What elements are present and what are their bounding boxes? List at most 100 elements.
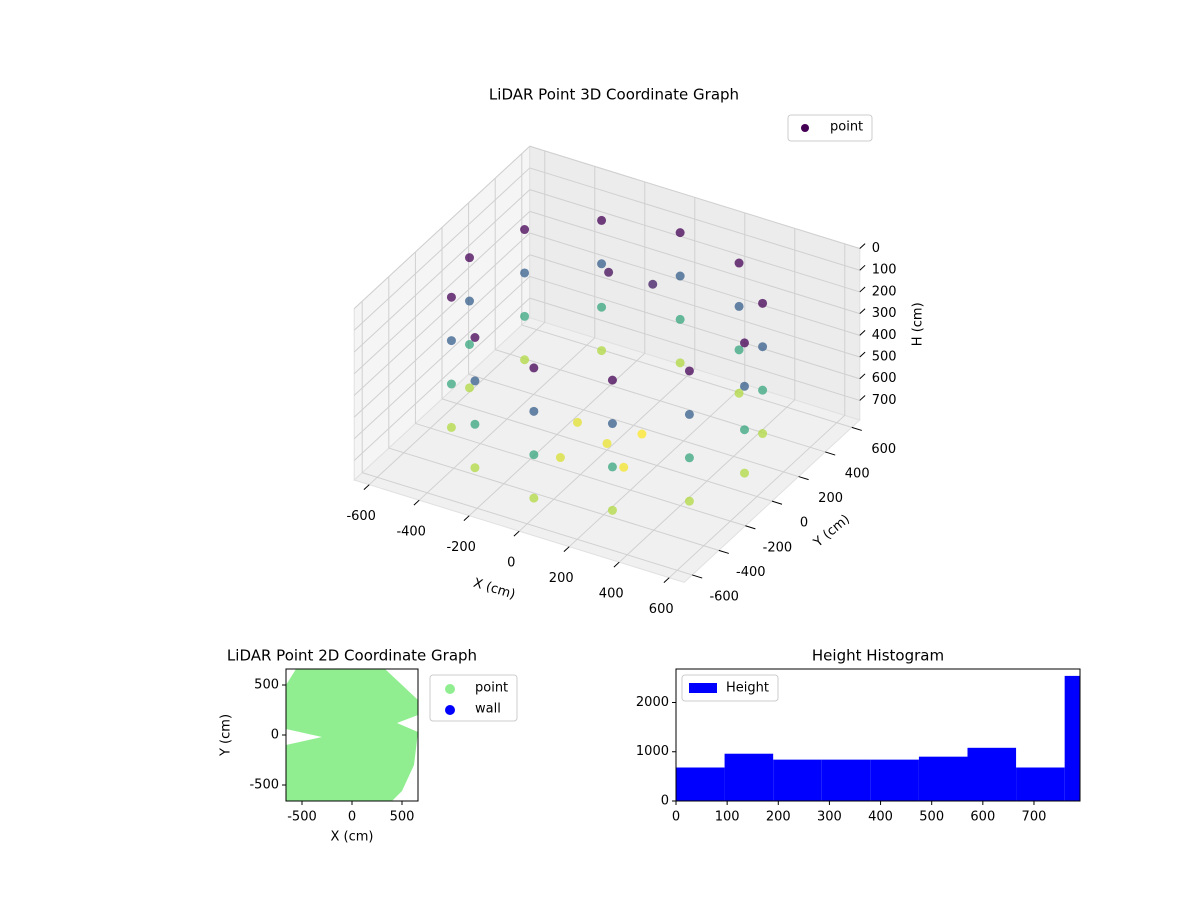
point xyxy=(675,314,685,324)
grid-line xyxy=(529,275,860,380)
point xyxy=(734,388,744,398)
point xyxy=(470,419,480,429)
point xyxy=(446,336,456,346)
legend-marker xyxy=(445,705,455,715)
legend-box xyxy=(429,674,518,722)
grid-line xyxy=(362,472,693,576)
bar xyxy=(870,759,919,801)
x-tick-label: 600 xyxy=(649,602,674,617)
y-tick-label: 2000 xyxy=(636,695,669,710)
point-region xyxy=(286,669,418,801)
point xyxy=(758,429,768,439)
point xyxy=(684,366,694,376)
point xyxy=(470,333,480,343)
z-tick-label: 400 xyxy=(872,328,897,343)
chart-title: LiDAR Point 3D Coordinate Graph xyxy=(489,86,739,104)
z-tick-mark xyxy=(859,264,866,271)
z-tick-label: 300 xyxy=(872,306,897,321)
y-tick-label: -600 xyxy=(709,589,739,604)
bar xyxy=(821,759,871,801)
y-tick-label: 1000 xyxy=(636,744,669,759)
grid-line xyxy=(529,167,860,271)
grid-line xyxy=(353,254,531,418)
point xyxy=(740,425,749,435)
point xyxy=(572,417,582,427)
x-tick-mark xyxy=(563,546,570,552)
point xyxy=(470,376,480,386)
point xyxy=(597,215,607,225)
grid-line xyxy=(388,447,719,551)
y-tick-label: 500 xyxy=(254,678,279,693)
grid-line xyxy=(353,297,531,461)
point xyxy=(675,228,685,238)
point xyxy=(597,346,607,356)
point xyxy=(465,339,474,349)
grid-line xyxy=(495,349,826,453)
x-tick-label: 600 xyxy=(970,810,995,825)
x-tick-label: 700 xyxy=(1022,810,1047,825)
y-tick-mark xyxy=(745,525,756,530)
point xyxy=(520,355,530,365)
y-tick-label: -200 xyxy=(763,540,793,555)
grid-line xyxy=(353,189,531,353)
x-tick-mark xyxy=(513,530,520,537)
point xyxy=(758,342,768,352)
z-tick-label: 700 xyxy=(872,393,897,408)
bar xyxy=(773,759,822,801)
x-tick-label: 0 xyxy=(507,556,515,571)
point xyxy=(520,225,530,235)
z-tick-mark xyxy=(859,395,866,401)
y-axis-label: Y (cm) xyxy=(219,714,234,757)
x-tick-label: 100 xyxy=(715,810,740,825)
point xyxy=(619,462,629,472)
y-tick-mark xyxy=(825,451,836,456)
grid-line xyxy=(353,145,531,309)
y-tick-mark xyxy=(798,476,809,481)
bar xyxy=(967,747,1017,801)
x-tick-mark xyxy=(363,484,370,490)
grid-line xyxy=(529,210,860,315)
point xyxy=(446,379,456,389)
x-tick-label: 200 xyxy=(766,810,791,825)
grid-line xyxy=(529,297,860,401)
point xyxy=(758,298,768,308)
y-tick-mark xyxy=(692,574,703,579)
point xyxy=(465,383,474,393)
grid-line xyxy=(353,276,531,440)
grid-line xyxy=(415,422,746,527)
plot-area xyxy=(286,669,418,801)
x-tick-mark xyxy=(613,561,620,568)
x-axis-label: X (cm) xyxy=(471,576,517,603)
point xyxy=(675,358,685,368)
point xyxy=(740,468,749,478)
bar xyxy=(676,767,725,801)
y-tick-label: 600 xyxy=(871,442,896,457)
point xyxy=(529,406,539,416)
y-tick-mark xyxy=(718,549,729,554)
point xyxy=(684,453,694,463)
grid-line xyxy=(529,189,860,293)
point xyxy=(734,258,744,268)
point xyxy=(529,493,539,503)
y-tick-label: -400 xyxy=(736,565,766,580)
z-tick-label: 0 xyxy=(872,241,880,256)
z-tick-label: 600 xyxy=(872,371,897,386)
y-tick-label: 0 xyxy=(661,794,669,809)
z-tick-mark xyxy=(859,330,866,336)
point xyxy=(602,438,612,448)
point xyxy=(520,268,530,278)
grid-line xyxy=(529,232,860,336)
x-tick-label: 300 xyxy=(817,810,842,825)
legend-marker xyxy=(445,684,455,694)
legend-label: point xyxy=(475,681,508,696)
z-tick-label: 500 xyxy=(872,350,897,365)
point xyxy=(740,381,749,391)
x-tick-label: 400 xyxy=(599,587,624,602)
point xyxy=(529,363,539,373)
grid-line xyxy=(353,167,531,331)
x-axis-label: X (cm) xyxy=(331,830,374,845)
x-tick-label: 500 xyxy=(919,810,944,825)
x-tick-mark xyxy=(413,499,420,506)
point xyxy=(446,292,456,302)
